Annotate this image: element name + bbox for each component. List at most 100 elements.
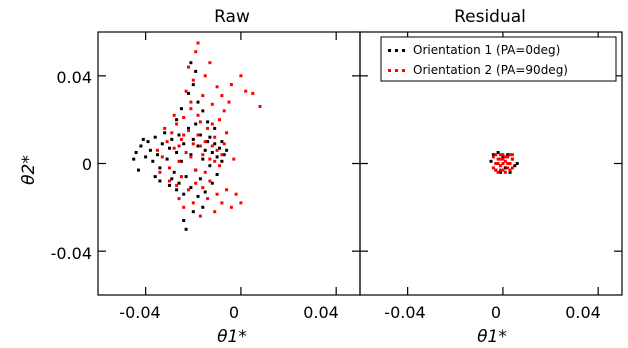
residual-point-orientation-2: [508, 168, 512, 172]
raw-point-orientation-1: [177, 133, 181, 137]
raw-point-orientation-1: [165, 157, 169, 161]
raw-point-orientation-1: [175, 188, 179, 192]
residual-point-orientation-2: [491, 166, 495, 170]
raw-point-orientation-2: [184, 151, 188, 154]
raw-point-orientation-1: [191, 137, 195, 141]
residual-x-tick-label: 0.04: [565, 303, 601, 322]
residual-point-orientation-1: [508, 170, 512, 174]
raw-point-orientation-1: [168, 183, 171, 187]
residual-point-orientation-1: [496, 151, 500, 154]
raw-point-orientation-1: [170, 137, 174, 141]
raw-point-orientation-2: [163, 126, 167, 130]
raw-point-orientation-2: [177, 144, 181, 148]
residual-title: Residual: [454, 7, 526, 27]
raw-point-orientation-2: [179, 175, 183, 179]
raw-point-orientation-2: [222, 109, 226, 113]
raw-points: [132, 41, 262, 231]
raw-point-orientation-2: [220, 201, 224, 205]
raw-point-orientation-1: [213, 142, 217, 146]
residual-x-tick-label: -0.04: [384, 303, 425, 322]
raw-point-orientation-2: [218, 164, 221, 168]
residual-panel: Residual -0.04 0 0.04 θ1* Orientation 1 …: [359, 7, 623, 347]
raw-point-orientation-2: [194, 50, 198, 54]
residual-point-orientation-2: [501, 157, 505, 161]
legend-marker-orientation-1: [388, 49, 405, 52]
residual-point-orientation-2: [499, 164, 502, 168]
legend-label-orientation-2: Orientation 2 (PA=90deg): [413, 63, 568, 77]
raw-point-orientation-2: [220, 153, 224, 157]
raw-point-orientation-1: [191, 83, 195, 87]
raw-ticks: [98, 32, 360, 295]
raw-point-orientation-1: [172, 170, 176, 174]
residual-point-orientation-2: [506, 166, 510, 170]
raw-point-orientation-1: [208, 164, 212, 168]
raw-point-orientation-1: [158, 166, 162, 170]
raw-point-orientation-2: [177, 159, 181, 163]
raw-point-orientation-2: [160, 155, 164, 159]
raw-point-orientation-1: [179, 159, 183, 163]
residual-points: [489, 151, 519, 174]
raw-point-orientation-1: [184, 227, 188, 231]
raw-point-orientation-2: [239, 201, 243, 205]
residual-point-orientation-2: [510, 153, 514, 157]
raw-point-orientation-2: [182, 133, 186, 137]
residual-point-orientation-2: [499, 168, 502, 172]
raw-point-orientation-2: [194, 168, 198, 172]
raw-point-orientation-2: [175, 183, 179, 187]
raw-point-orientation-1: [201, 157, 205, 161]
raw-point-orientation-2: [206, 126, 210, 130]
residual-point-orientation-2: [491, 155, 495, 159]
raw-point-orientation-2: [184, 89, 188, 93]
raw-point-orientation-2: [198, 214, 202, 218]
raw-point-orientation-1: [144, 155, 148, 159]
raw-point-orientation-1: [137, 168, 140, 172]
raw-point-orientation-2: [198, 144, 202, 148]
raw-point-orientation-1: [189, 186, 193, 190]
raw-point-orientation-1: [206, 120, 210, 124]
raw-point-orientation-2: [229, 83, 233, 87]
raw-point-orientation-2: [189, 107, 193, 111]
raw-point-orientation-1: [191, 210, 195, 214]
residual-point-orientation-2: [494, 153, 498, 157]
residual-point-orientation-2: [503, 159, 507, 163]
residual-point-orientation-2: [501, 153, 505, 157]
raw-y-tick-label: -0.04: [51, 244, 92, 263]
raw-point-orientation-2: [189, 100, 193, 104]
raw-point-orientation-2: [165, 140, 169, 144]
raw-point-orientation-2: [179, 137, 183, 141]
raw-point-orientation-1: [153, 135, 157, 139]
residual-point-orientation-2: [506, 155, 510, 159]
raw-point-orientation-1: [163, 131, 167, 135]
raw-point-orientation-1: [206, 140, 210, 144]
raw-panel: Raw -0.04 0 0.04 0.04 0 -0.04 θ2* θ1*: [19, 7, 361, 347]
raw-point-orientation-2: [203, 74, 207, 78]
residual-point-orientation-2: [494, 162, 498, 165]
raw-x-tick-label: -0.04: [119, 303, 160, 322]
raw-point-orientation-1: [208, 135, 212, 139]
raw-point-orientation-2: [191, 201, 195, 205]
raw-point-orientation-1: [187, 126, 190, 130]
raw-point-orientation-2: [168, 179, 171, 183]
raw-point-orientation-1: [196, 100, 200, 104]
raw-point-orientation-2: [225, 188, 229, 192]
raw-point-orientation-1: [198, 133, 202, 137]
raw-point-orientation-1: [146, 140, 150, 144]
raw-point-orientation-2: [234, 192, 238, 196]
raw-point-orientation-1: [139, 144, 143, 148]
residual-point-orientation-1: [506, 153, 510, 157]
raw-point-orientation-2: [196, 113, 200, 117]
raw-point-orientation-1: [215, 173, 219, 176]
residual-point-orientation-2: [499, 153, 502, 157]
raw-point-orientation-2: [239, 74, 243, 78]
raw-point-orientation-1: [203, 190, 207, 194]
residual-point-orientation-2: [508, 153, 512, 157]
raw-point-orientation-2: [182, 205, 186, 209]
raw-x-tick-label: 0.04: [303, 303, 339, 322]
raw-point-orientation-1: [194, 69, 198, 73]
raw-point-orientation-2: [227, 100, 231, 104]
raw-point-orientation-2: [213, 210, 217, 214]
residual-point-orientation-2: [501, 162, 505, 165]
raw-point-orientation-2: [213, 135, 217, 139]
raw-point-orientation-1: [213, 126, 217, 130]
raw-point-orientation-2: [196, 41, 200, 45]
